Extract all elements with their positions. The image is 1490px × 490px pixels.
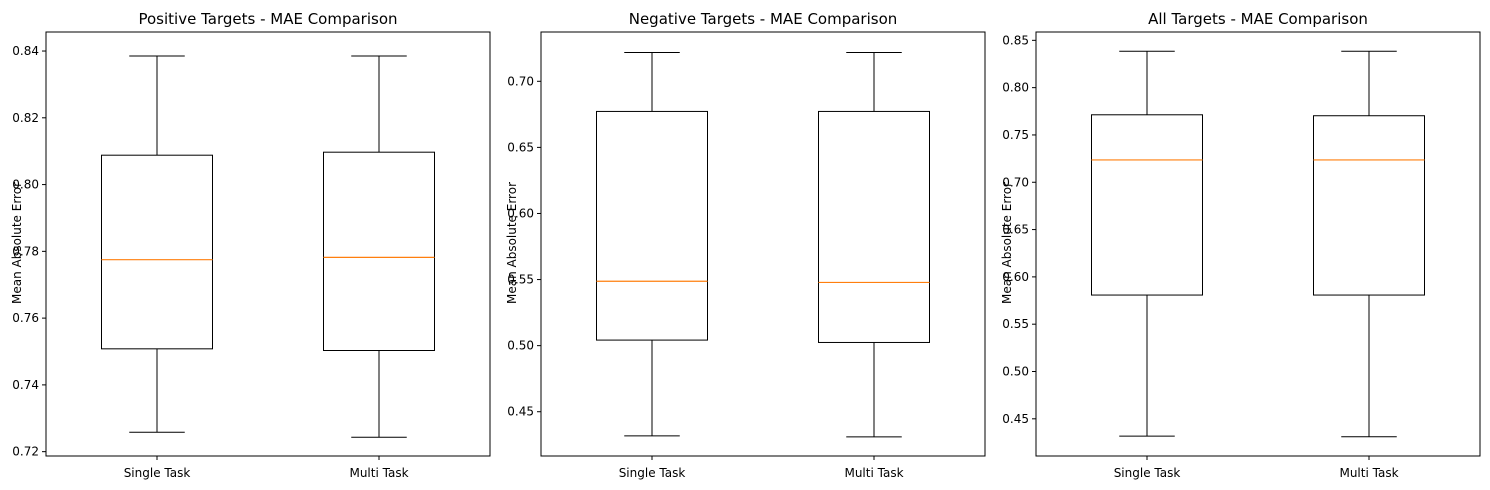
y-tick-label: 0.85: [1002, 33, 1029, 47]
y-tick-label: 0.55: [1002, 317, 1029, 331]
box-single-task: [1091, 50, 1203, 437]
plot-area: [1035, 31, 1481, 457]
y-tick-label: 0.50: [1002, 365, 1029, 379]
box-multi-task: [323, 55, 435, 438]
iqr-box: [818, 110, 930, 343]
box-single-task: [596, 51, 708, 437]
x-tick-label: Single Task: [124, 466, 191, 480]
x-ticks: Single Task Multi Task: [619, 456, 904, 480]
plot-area: [45, 31, 491, 457]
y-tick-label: 0.76: [12, 311, 39, 325]
y-tick-label: 0.65: [507, 140, 534, 154]
x-ticks: Single Task Multi Task: [1114, 456, 1399, 480]
x-tick-label: Multi Task: [349, 466, 408, 480]
y-tick-label: 0.70: [507, 74, 534, 88]
iqr-box: [101, 154, 213, 350]
y-tick-label: 0.60: [507, 206, 534, 220]
y-tick-label: 0.74: [12, 378, 39, 392]
y-tick-label: 0.75: [1002, 128, 1029, 142]
x-tick-label: Single Task: [1114, 466, 1181, 480]
y-tick-label: 0.45: [1002, 412, 1029, 426]
panel-negative-targets: Negative Targets - MAE Comparison Mean A…: [505, 10, 986, 480]
iqr-box: [1091, 114, 1203, 296]
x-tick-label: Multi Task: [844, 466, 903, 480]
plot-area: [540, 31, 986, 457]
y-ticks: 0.72 0.74 0.76 0.78 0.80 0.82 0.84: [12, 44, 46, 459]
y-tick-label: 0.82: [12, 111, 39, 125]
y-tick-label: 0.78: [12, 244, 39, 258]
x-tick-label: Single Task: [619, 466, 686, 480]
x-tick-label: Multi Task: [1339, 466, 1398, 480]
chart-title: All Targets - MAE Comparison: [1148, 10, 1368, 28]
y-tick-label: 0.45: [507, 405, 534, 419]
y-axis-label: Mean Absolute Error: [1000, 182, 1014, 304]
y-tick-label: 0.80: [1002, 81, 1029, 95]
y-axis-label: Mean Absolute Error: [10, 182, 24, 304]
boxes: [596, 51, 930, 438]
panel-positive-targets: Positive Targets - MAE Comparison Mean A…: [10, 10, 491, 480]
box-single-task: [101, 55, 213, 433]
boxes: [1091, 50, 1425, 438]
y-tick-label: 0.50: [507, 339, 534, 353]
iqr-box: [323, 151, 435, 352]
y-tick-label: 0.65: [1002, 223, 1029, 237]
iqr-box: [1313, 115, 1425, 296]
panel-all-targets: All Targets - MAE Comparison Mean Absolu…: [1000, 10, 1481, 480]
y-tick-label: 0.84: [12, 44, 39, 58]
y-tick-label: 0.80: [12, 178, 39, 192]
y-tick-label: 0.55: [507, 273, 534, 287]
y-tick-label: 0.72: [12, 445, 39, 459]
box-multi-task: [1313, 50, 1425, 438]
x-ticks: Single Task Multi Task: [124, 456, 409, 480]
y-tick-label: 0.70: [1002, 175, 1029, 189]
y-ticks: 0.45 0.50 0.55 0.60 0.65 0.70 0.75 0.80 0.85: [1002, 33, 1036, 426]
chart-title: Positive Targets - MAE Comparison: [138, 10, 397, 28]
y-axis-label: Mean Absolute Error: [505, 182, 519, 304]
box-multi-task: [818, 51, 930, 438]
iqr-box: [596, 110, 708, 341]
y-tick-label: 0.60: [1002, 270, 1029, 284]
boxes: [101, 55, 435, 438]
y-ticks: 0.45 0.50 0.55 0.60 0.65 0.70: [507, 74, 541, 419]
chart-title: Negative Targets - MAE Comparison: [629, 10, 898, 28]
